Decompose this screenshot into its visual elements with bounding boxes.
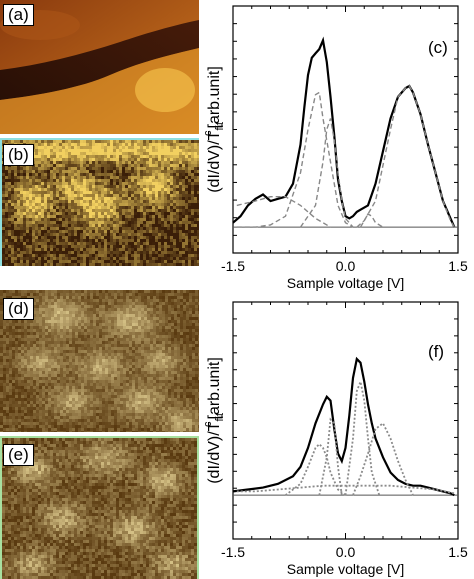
series-fit-component-1 [284,442,347,496]
plot-frame [232,301,459,540]
panel-b-map-image [0,138,199,266]
x-tick-label: -1.5 [221,544,245,560]
plot-frame [232,5,459,254]
panel-e-map-image [0,436,199,579]
series-fit-component-5 [359,85,455,228]
y-axis-label: (dI/dV)/Tfitc[arb.unit] [202,66,226,193]
y-axis-label: (dI/dV)/Tfitc[arb.unit] [202,357,226,484]
panel-f-label: (f) [428,342,445,361]
x-axis-label: Sample voltage [V] [287,561,405,577]
series-total-line [232,36,456,228]
panel-a-topography-image [0,0,199,134]
x-tick-label: 1.5 [448,544,468,560]
series-total-line [232,356,455,497]
series-fit-component-2 [318,417,343,496]
series-fit-component-2 [299,118,354,228]
panel-d-label: (d) [3,298,34,320]
series-fit-component-4 [356,213,384,228]
x-tick-label: -1.5 [221,258,245,274]
panel-a-label: (a) [3,4,34,26]
series-fit-component-3 [344,378,381,496]
x-tick-label: 0.0 [336,544,356,560]
panel-e-label: (e) [3,444,34,466]
x-axis-label: Sample voltage [V] [287,275,405,291]
panel-d-map-image [0,290,199,432]
panel-c-label: (c) [428,38,448,57]
series-fit-component-3 [236,195,331,228]
x-tick-label: 0.0 [336,258,356,274]
series-fit-component-5 [236,484,455,495]
series-fit-component-4 [352,421,414,496]
x-tick-label: 1.5 [448,258,468,274]
panel-b-label: (b) [3,144,34,166]
series-fit-component-1 [236,91,354,228]
